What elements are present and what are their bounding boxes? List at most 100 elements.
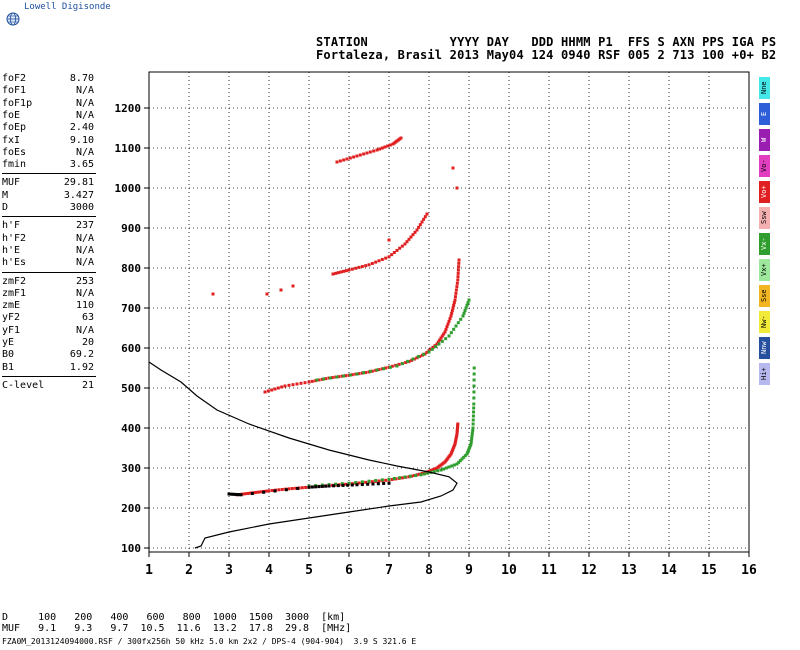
param-name: h'F xyxy=(2,220,21,232)
echo-point xyxy=(360,371,364,375)
echo-point xyxy=(248,491,252,495)
y-tick-label: 400 xyxy=(121,422,141,435)
x-tick-label: 12 xyxy=(581,563,597,578)
echo-point xyxy=(387,255,391,259)
echo-point xyxy=(418,223,422,227)
echo-point xyxy=(380,146,384,150)
echo-point xyxy=(445,457,449,461)
echo-point xyxy=(342,158,346,162)
echo-point xyxy=(358,153,362,157)
echo-point xyxy=(443,330,447,334)
echo-point xyxy=(404,475,408,479)
param-separator xyxy=(2,173,96,175)
param-row-clevel: C-level 21 xyxy=(2,380,94,392)
echo-point xyxy=(382,367,386,371)
echo-point xyxy=(461,314,465,318)
echo-point xyxy=(403,242,407,246)
param-value: 3.427 xyxy=(63,189,94,201)
echo-point xyxy=(450,450,454,454)
echo-point xyxy=(440,334,444,338)
echo-point xyxy=(462,311,466,315)
y-tick-label: 1000 xyxy=(115,182,142,195)
param-name: foF2 xyxy=(2,73,27,84)
echo-point xyxy=(337,375,341,379)
echo-point xyxy=(324,484,328,488)
echo-point xyxy=(347,482,351,486)
echo-point xyxy=(237,493,241,497)
echo-point xyxy=(456,425,460,429)
echo-point xyxy=(460,457,464,461)
echo-point xyxy=(429,347,433,351)
echo-point xyxy=(434,345,438,349)
param-separator xyxy=(2,375,96,377)
echo-point xyxy=(472,378,476,382)
param-value: 29.81 xyxy=(63,177,94,189)
echo-point xyxy=(341,483,345,487)
echo-point xyxy=(455,186,459,190)
echo-point xyxy=(415,228,419,232)
echo-point xyxy=(357,372,361,376)
echo-point xyxy=(307,485,311,489)
echo-point xyxy=(463,309,467,313)
echo-point xyxy=(407,237,411,241)
echo-point xyxy=(246,491,250,495)
echo-point xyxy=(227,492,231,496)
echo-point xyxy=(423,471,427,475)
echo-point xyxy=(357,481,361,485)
echo-point xyxy=(374,479,378,483)
x-tick-label: 11 xyxy=(541,563,557,578)
param-row-fof1: foF1 N/A xyxy=(2,85,94,97)
legend-item-hi: Hi+ xyxy=(759,363,770,385)
echo-point xyxy=(314,485,318,489)
echo-point xyxy=(454,439,458,443)
echo-point xyxy=(422,217,426,221)
echo-point xyxy=(277,488,281,492)
echo-point xyxy=(429,468,433,472)
echo-point xyxy=(370,261,374,265)
param-name: h'E xyxy=(2,244,21,256)
echo-point xyxy=(370,369,374,373)
echo-point xyxy=(355,483,359,487)
x-tick-label: 13 xyxy=(621,563,637,578)
y-tick-label: 600 xyxy=(121,342,141,355)
echo-point xyxy=(439,468,443,472)
echo-point xyxy=(368,150,372,154)
echo-point xyxy=(339,270,343,274)
echo-point xyxy=(471,414,475,418)
param-name: yF2 xyxy=(2,312,21,324)
param-name: foF1p xyxy=(2,97,33,109)
x-tick-label: 14 xyxy=(661,563,677,578)
echo-point xyxy=(438,338,442,342)
echo-point xyxy=(408,474,412,478)
echo-point xyxy=(400,362,404,366)
echo-point xyxy=(330,376,334,380)
echo-point xyxy=(419,473,423,477)
echo-point xyxy=(314,484,318,488)
echo-point xyxy=(374,368,378,372)
echo-point xyxy=(442,461,446,465)
param-row-ye: yE 20 xyxy=(2,337,94,349)
echo-point xyxy=(455,432,459,436)
echo-point xyxy=(324,377,328,381)
legend-item-nw: Nw- xyxy=(759,311,770,333)
echo-point xyxy=(463,454,467,458)
param-name: M xyxy=(2,189,9,201)
param-row-fof2: foF2 8.70 xyxy=(2,73,94,85)
echo-point xyxy=(387,238,391,242)
echo-point xyxy=(342,374,346,378)
param-value: N/A xyxy=(75,287,94,299)
echo-point xyxy=(334,483,338,487)
legend-item-nne: Nne xyxy=(759,77,770,99)
legend-item-nnw: Nnw xyxy=(759,337,770,359)
param-separator xyxy=(2,216,96,218)
echo-point xyxy=(383,145,387,149)
echo-point xyxy=(437,342,441,346)
echo-point xyxy=(418,472,422,476)
echo-point xyxy=(457,265,461,269)
param-row-yf2: yF2 63 xyxy=(2,312,94,324)
param-row-foe: foE N/A xyxy=(2,110,94,122)
echo-point xyxy=(332,484,336,488)
echo-point xyxy=(387,481,391,485)
echo-point xyxy=(416,355,420,359)
echo-point xyxy=(340,482,344,486)
